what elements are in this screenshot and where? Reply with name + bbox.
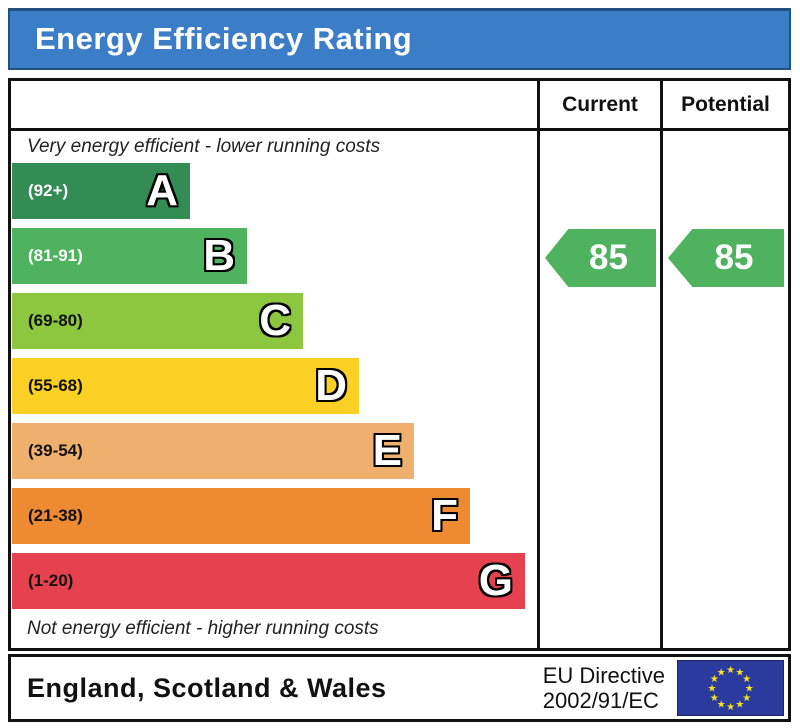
eu-flag-icon: ★ ★ ★ ★ ★ ★ ★ ★ ★ ★ ★ ★ [677, 660, 784, 716]
svg-text:★: ★ [726, 702, 735, 713]
title-bar: Energy Efficiency Rating [8, 8, 791, 70]
caption-not-efficient: Not energy efficient - higher running co… [27, 618, 379, 639]
band-row-a: (92+) A [12, 163, 190, 219]
page-title: Energy Efficiency Rating [35, 21, 413, 56]
potential-rating-arrow: 85 [668, 229, 784, 287]
current-column: 85 [537, 131, 660, 648]
band-row-g: (1-20) G [12, 553, 525, 609]
band-letter: C [259, 296, 291, 345]
band-row-d: (55-68) D [12, 358, 359, 414]
svg-text:★: ★ [710, 693, 719, 704]
band-row-b: (81-91) B [12, 228, 247, 284]
caption-very-efficient: Very energy efficient - lower running co… [27, 136, 381, 157]
potential-column: 85 [660, 131, 788, 648]
band-letter: A [146, 166, 178, 215]
band-letter: B [203, 231, 235, 280]
svg-text:★: ★ [742, 693, 751, 704]
band-range-label: (21-38) [28, 506, 83, 525]
band-range-label: (69-80) [28, 311, 83, 330]
band-range-label: (92+) [28, 181, 69, 200]
eu-directive-line1: EU Directive [542, 662, 665, 688]
band-row-e: (39-54) E [12, 423, 414, 479]
region-label: England, Scotland & Wales [27, 672, 387, 703]
eu-directive-label: EU Directive 2002/91/EC [543, 663, 677, 714]
rating-table: Current Potential Very energy efficient … [8, 78, 791, 651]
band-letter: D [315, 361, 347, 410]
band-letter: G [478, 556, 513, 605]
band-letter: F [431, 491, 458, 540]
table-header-row: Current Potential [11, 81, 788, 131]
svg-text:★: ★ [742, 674, 751, 685]
band-range-label: (39-54) [28, 441, 83, 460]
current-rating-arrow: 85 [545, 229, 656, 287]
svg-text:★: ★ [745, 684, 754, 695]
band-range-label: (1-20) [28, 571, 74, 590]
svg-text:★: ★ [735, 667, 744, 678]
svg-text:★: ★ [717, 667, 726, 678]
current-rating-value: 85 [589, 238, 628, 277]
band-row-c: (69-80) C [12, 293, 303, 349]
band-range-label: (81-91) [28, 246, 83, 265]
footer: England, Scotland & Wales EU Directive 2… [8, 654, 791, 722]
bands-column: Very energy efficient - lower running co… [11, 131, 537, 648]
svg-text:★: ★ [707, 684, 716, 695]
band-range-label: (55-68) [28, 376, 83, 395]
svg-text:★: ★ [717, 700, 726, 711]
band-letter: E [372, 426, 402, 475]
band-row-f: (21-38) F [12, 488, 470, 544]
column-header-current: Current [537, 81, 660, 128]
svg-text:★: ★ [726, 665, 735, 676]
table-corner-cell [11, 81, 537, 128]
table-body-row: Very energy efficient - lower running co… [11, 131, 788, 648]
svg-text:★: ★ [735, 700, 744, 711]
eu-directive-line2: 2002/91/EC [542, 688, 659, 713]
svg-text:★: ★ [710, 674, 719, 685]
column-header-potential: Potential [660, 81, 788, 128]
potential-rating-value: 85 [714, 238, 754, 277]
